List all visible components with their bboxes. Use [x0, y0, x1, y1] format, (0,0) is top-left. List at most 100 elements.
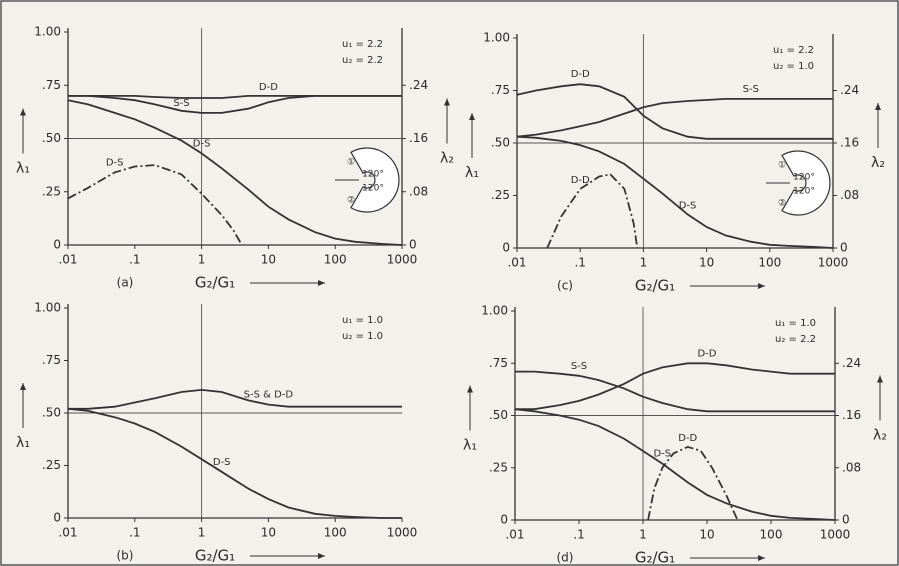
- series-line: [67, 99, 403, 246]
- x-tick-label: .01: [58, 253, 77, 267]
- x-tick-label: 100: [324, 526, 347, 540]
- y-tick-label: 1.00: [34, 301, 61, 315]
- x-tick-label: .01: [58, 526, 77, 540]
- series-line: [516, 98, 833, 138]
- x-tick-label: .1: [573, 528, 584, 542]
- panel-caption: (d): [557, 551, 574, 565]
- inset-sector: [781, 150, 831, 216]
- arrow-head: [875, 103, 881, 110]
- series-label: D-S: [106, 157, 124, 168]
- series-line: [516, 135, 834, 249]
- x-tick-label: .1: [574, 256, 585, 270]
- series-line: [515, 362, 835, 411]
- series-label: D-D: [259, 82, 278, 93]
- x-tick-label: 10: [261, 253, 276, 267]
- arrow-head: [20, 108, 26, 116]
- series-line: [514, 408, 836, 521]
- series-label: S-S & D-D: [244, 390, 294, 401]
- inset-label: ②: [347, 196, 355, 206]
- y2-tick-label: .24: [842, 356, 861, 370]
- x-tick-label: 100: [758, 256, 781, 270]
- annotation: u₂ = 1.0: [773, 61, 814, 72]
- x-axis-label: G₂/G₁: [195, 274, 235, 292]
- series-line: [67, 164, 243, 246]
- x-tick-label: 100: [324, 253, 347, 267]
- annotation: u₁ = 2.2: [773, 45, 814, 56]
- annotation: u₁ = 2.2: [342, 39, 383, 50]
- y-tick-label: .50: [42, 406, 61, 420]
- series-label: D-D: [678, 433, 697, 444]
- series-line: [546, 173, 639, 249]
- panel-caption: (b): [117, 549, 134, 563]
- series-line: [67, 407, 402, 519]
- y-tick-label: 0: [53, 238, 61, 252]
- arrow-head: [467, 385, 473, 393]
- inset-label: 120°: [793, 173, 815, 183]
- x-tick-label: .1: [129, 526, 140, 540]
- x-tick-label: 10: [261, 526, 276, 540]
- inset-label: 120°: [362, 184, 384, 194]
- x-tick-label: 10: [699, 256, 714, 270]
- x-tick-label: 100: [760, 528, 783, 542]
- x-tick-label: 1: [198, 253, 206, 267]
- y-tick-label: 0: [502, 241, 510, 255]
- y2-tick-label: .08: [409, 184, 428, 198]
- series-label: D-D: [571, 175, 590, 186]
- x-tick-label: 1000: [387, 526, 418, 540]
- y-tick-label: .50: [489, 408, 508, 422]
- x-axis-label: G₂/G₁: [635, 549, 675, 566]
- x-tick-label: 10: [699, 528, 714, 542]
- annotation: u₂ = 2.2: [342, 55, 383, 66]
- series-label: S-S: [571, 361, 587, 372]
- x-tick-label: .01: [505, 528, 524, 542]
- panel-caption: (a): [117, 276, 134, 290]
- x-tick-label: 1000: [818, 256, 849, 270]
- arrow-head: [758, 283, 765, 289]
- series-line: [515, 370, 835, 413]
- y2-tick-label: .24: [840, 83, 859, 97]
- y2-tick-label: .08: [840, 188, 859, 202]
- y-tick-label: 1.00: [483, 31, 510, 45]
- y2-axis-label: λ₂: [871, 155, 885, 171]
- y-axis-label: λ₁: [16, 161, 30, 177]
- x-tick-label: 1: [198, 526, 206, 540]
- series-label: S-S: [173, 98, 189, 109]
- y2-axis-label: λ₂: [440, 151, 454, 167]
- inset-label: 120°: [793, 187, 815, 197]
- series-label: D-S: [193, 138, 211, 149]
- x-axis-label: G₂/G₁: [635, 277, 675, 295]
- series-line: [68, 95, 402, 114]
- series-label: D-S: [213, 457, 231, 468]
- y-tick-label: .25: [42, 184, 61, 198]
- y2-tick-label: .16: [840, 136, 859, 150]
- y2-tick-label: .16: [409, 131, 428, 145]
- y-tick-label: .75: [491, 83, 510, 97]
- series-line: [68, 388, 402, 410]
- y-tick-label: .75: [489, 356, 508, 370]
- series-line: [647, 445, 739, 521]
- x-axis-label: G₂/G₁: [195, 547, 235, 565]
- inset-sector: [350, 147, 400, 213]
- x-tick-label: 1: [639, 528, 647, 542]
- y-tick-label: .25: [489, 460, 508, 474]
- x-tick-label: 1000: [387, 253, 418, 267]
- y-tick-label: 0: [53, 511, 61, 525]
- arrow-head: [877, 375, 883, 383]
- y-tick-label: 0: [500, 513, 508, 527]
- x-tick-label: .01: [507, 256, 526, 270]
- y2-tick-label: 0: [842, 513, 850, 527]
- y-tick-label: .50: [491, 136, 510, 150]
- y2-tick-label: 0: [840, 241, 848, 255]
- x-tick-label: 1: [640, 256, 648, 270]
- y2-tick-label: .24: [409, 78, 428, 92]
- series-label: D-S: [679, 200, 697, 211]
- series-label: D-S: [653, 449, 671, 460]
- x-tick-label: 1000: [820, 528, 851, 542]
- y-tick-label: .50: [42, 131, 61, 145]
- inset-label: ①: [347, 158, 355, 168]
- y-tick-label: 1.00: [34, 25, 61, 39]
- annotation: u₁ = 1.0: [775, 318, 816, 329]
